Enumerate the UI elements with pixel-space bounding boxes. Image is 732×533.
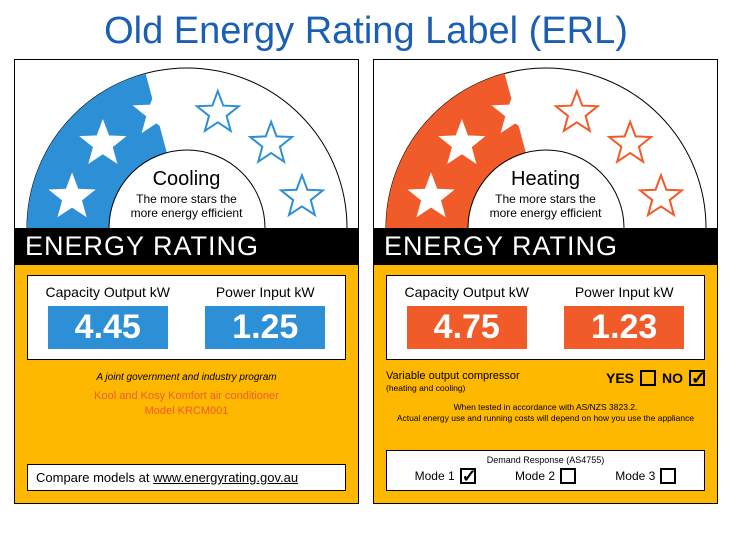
cooling-panel: Cooling The more stars the more energy e… bbox=[14, 59, 359, 504]
heating-tagline: The more stars the more energy efficient bbox=[374, 193, 717, 221]
cooling-capacity-label: Capacity Output kW bbox=[36, 284, 180, 300]
cooling-power-label: Power Input kW bbox=[194, 284, 338, 300]
cooling-tagline: The more stars the more energy efficient bbox=[15, 193, 358, 221]
heating-power: Power Input kW 1.23 bbox=[553, 284, 697, 349]
voc-row: Variable output compressor (heating and … bbox=[386, 370, 705, 394]
cooling-capacity: Capacity Output kW 4.45 bbox=[36, 284, 180, 349]
heating-panel: Heating The more stars the more energy e… bbox=[373, 59, 718, 504]
heating-power-value: 1.23 bbox=[564, 306, 684, 349]
heating-capacity-label: Capacity Output kW bbox=[395, 284, 539, 300]
heating-capacity-value: 4.75 bbox=[407, 306, 527, 349]
mode-2: Mode 2 bbox=[515, 468, 576, 484]
heating-metrics: Capacity Output kW 4.75 Power Input kW 1… bbox=[386, 275, 705, 360]
cooling-metrics: Capacity Output kW 4.45 Power Input kW 1… bbox=[27, 275, 346, 360]
compare-models-box: Compare models at www.energyrating.gov.a… bbox=[27, 464, 346, 491]
compare-link[interactable]: www.energyrating.gov.au bbox=[153, 470, 298, 485]
mode-1-checkbox bbox=[460, 468, 476, 484]
cooling-mode-label: Cooling bbox=[15, 168, 358, 191]
heating-energy-rating-bar: ENERGY RATING bbox=[374, 228, 717, 265]
demand-response-title: Demand Response (AS4755) bbox=[395, 455, 696, 465]
product-info: Kool and Kosy Komfort air conditioner Mo… bbox=[27, 389, 346, 419]
demand-response-box: Demand Response (AS4755) Mode 1 Mode 2 M… bbox=[386, 450, 705, 491]
voc-no-checkbox bbox=[689, 370, 705, 386]
cooling-capacity-value: 4.45 bbox=[48, 306, 168, 349]
voc-yes-checkbox bbox=[640, 370, 656, 386]
mode-3-checkbox bbox=[660, 468, 676, 484]
heating-power-label: Power Input kW bbox=[553, 284, 697, 300]
demand-response-modes: Mode 1 Mode 2 Mode 3 bbox=[395, 468, 696, 484]
cooling-yellow-section: Capacity Output kW 4.45 Power Input kW 1… bbox=[15, 265, 358, 503]
joint-program-text: A joint government and industry program bbox=[27, 372, 346, 383]
tested-text: When tested in accordance with AS/NZS 38… bbox=[386, 402, 705, 423]
cooling-energy-rating-bar: ENERGY RATING bbox=[15, 228, 358, 265]
heating-mode-label: Heating bbox=[374, 168, 717, 191]
cooling-arc: Cooling The more stars the more energy e… bbox=[15, 60, 358, 228]
page-title: Old Energy Rating Label (ERL) bbox=[0, 0, 732, 59]
cooling-power: Power Input kW 1.25 bbox=[194, 284, 338, 349]
panels-container: Cooling The more stars the more energy e… bbox=[0, 59, 732, 504]
mode-3: Mode 3 bbox=[615, 468, 676, 484]
mode-1: Mode 1 bbox=[415, 468, 476, 484]
heating-yellow-section: Capacity Output kW 4.75 Power Input kW 1… bbox=[374, 265, 717, 503]
heating-capacity: Capacity Output kW 4.75 bbox=[395, 284, 539, 349]
cooling-power-value: 1.25 bbox=[205, 306, 325, 349]
voc-yes-no: YES NO bbox=[606, 370, 705, 386]
heating-arc: Heating The more stars the more energy e… bbox=[374, 60, 717, 228]
voc-label: Variable output compressor (heating and … bbox=[386, 370, 606, 394]
mode-2-checkbox bbox=[560, 468, 576, 484]
